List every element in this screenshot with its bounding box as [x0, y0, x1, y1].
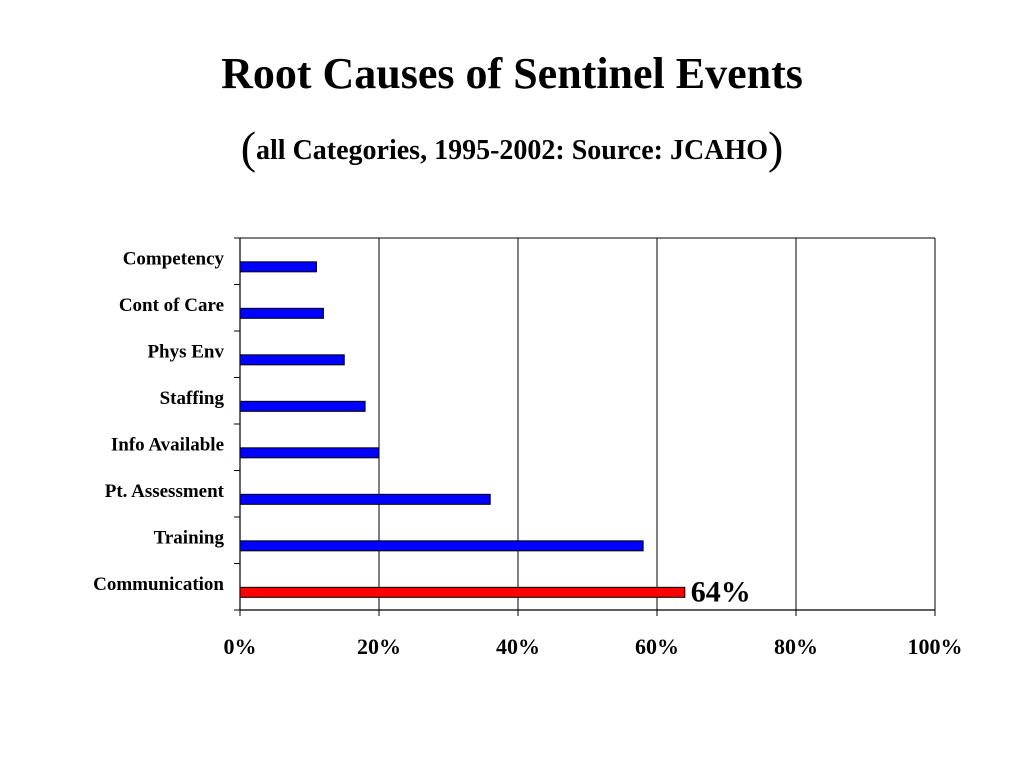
x-tick-label: 60%	[635, 634, 679, 659]
y-category-label: Phys Env	[147, 342, 224, 363]
page-subtitle: (all Categories, 1995-2002: Source: JCAH…	[0, 124, 1024, 175]
page-title: Root Causes of Sentinel Events	[221, 49, 803, 98]
y-category-label: Competency	[123, 249, 225, 270]
y-category-label: Training	[154, 528, 225, 549]
x-tick-label: 80%	[774, 634, 818, 659]
subtitle-open-paren: (	[240, 122, 257, 173]
bar	[239, 540, 644, 552]
y-category-label: Pt. Assessment	[105, 481, 225, 502]
bar	[239, 493, 491, 505]
bar	[239, 586, 686, 598]
y-category-label: Staffing	[160, 388, 225, 409]
subtitle-text: all Categories, 1995-2002: Source: JCAHO	[256, 135, 768, 166]
y-category-label: Info Available	[111, 435, 224, 456]
y-category-label: Communication	[93, 574, 224, 595]
data-label: 64%	[691, 575, 751, 608]
subtitle-close-paren: )	[767, 122, 784, 173]
x-tick-label: 100%	[908, 634, 963, 659]
x-tick-label: 0%	[224, 634, 257, 659]
bar	[239, 261, 317, 273]
bar	[239, 400, 366, 412]
bar	[239, 354, 345, 366]
x-tick-label: 20%	[357, 634, 401, 659]
bar	[239, 447, 380, 459]
bar	[239, 307, 324, 319]
y-category-label: Cont of Care	[119, 295, 224, 316]
x-tick-label: 40%	[496, 634, 540, 659]
